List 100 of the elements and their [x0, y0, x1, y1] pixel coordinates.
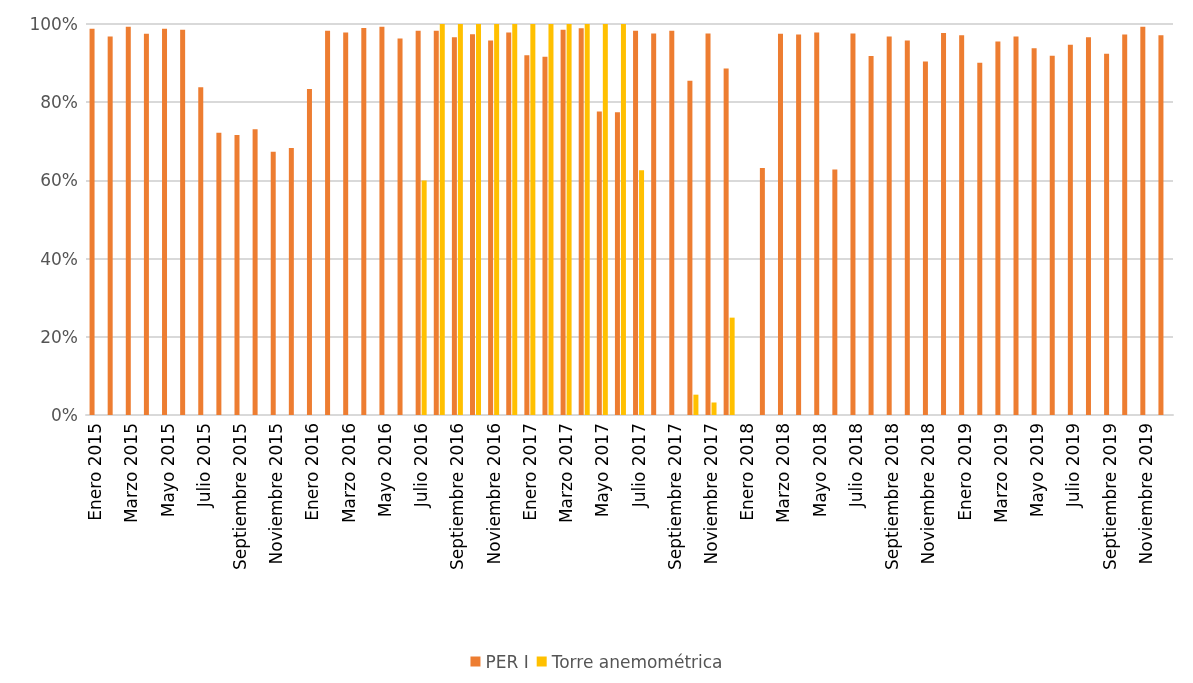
- bar: [729, 317, 735, 415]
- x-tick-label: Marzo 2019: [990, 423, 1011, 524]
- bar: [89, 28, 95, 415]
- x-tick-label: Noviembre 2016: [483, 423, 504, 565]
- x-tick-label: Julio 2018: [845, 423, 866, 509]
- bar: [361, 27, 367, 415]
- x-tick-label: Mayo 2019: [1027, 423, 1048, 518]
- bar: [777, 33, 783, 415]
- bar: [1031, 48, 1037, 415]
- x-tick-label: Mayo 2018: [809, 423, 830, 518]
- y-tick-label: 20%: [40, 326, 78, 347]
- bar: [832, 169, 838, 415]
- x-tick-label: Marzo 2015: [121, 423, 142, 524]
- x-tick-label: Enero 2019: [954, 423, 975, 521]
- bar: [433, 30, 439, 415]
- x-tick-label: Septiembre 2015: [229, 423, 250, 570]
- bar: [759, 167, 765, 415]
- bar: [439, 24, 445, 415]
- x-tick-label: Noviembre 2017: [701, 423, 722, 565]
- bar: [343, 32, 349, 415]
- bar: [1104, 53, 1110, 415]
- x-tick-label: Noviembre 2018: [918, 423, 939, 565]
- bar: [1122, 34, 1128, 415]
- bar: [476, 24, 482, 415]
- bar: [216, 132, 222, 415]
- bar: [1158, 35, 1164, 415]
- bar: [252, 129, 258, 415]
- bar: [1013, 36, 1019, 415]
- bar: [421, 180, 427, 415]
- x-tick-label: Enero 2015: [85, 423, 106, 521]
- bar: [886, 36, 892, 415]
- x-tick-label: Enero 2018: [737, 423, 758, 521]
- x-tick-label: Septiembre 2016: [447, 423, 468, 570]
- bar: [270, 151, 276, 415]
- bar: [548, 24, 554, 415]
- legend-label: PER I: [485, 651, 529, 672]
- bar: [488, 40, 494, 415]
- x-tick-label: Marzo 2016: [338, 423, 359, 524]
- x-tick-label: Septiembre 2019: [1099, 423, 1120, 570]
- x-tick-label: Marzo 2017: [556, 423, 577, 524]
- bar: [512, 24, 518, 415]
- bar: [451, 37, 457, 415]
- y-tick-label: 80%: [40, 92, 78, 113]
- bar: [693, 394, 699, 415]
- bar: [977, 62, 983, 415]
- bar: [107, 36, 113, 415]
- x-tick-label: Julio 2019: [1063, 423, 1084, 509]
- bar: [941, 32, 947, 415]
- bar: [922, 61, 928, 415]
- bar: [705, 33, 711, 415]
- bar: [959, 35, 965, 415]
- x-tick-label: Julio 2015: [193, 423, 214, 509]
- bar: [457, 24, 463, 415]
- bar: [995, 41, 1001, 415]
- bar: [494, 24, 500, 415]
- x-tick-label: Septiembre 2017: [664, 423, 685, 570]
- bar: [325, 30, 331, 415]
- bar: [578, 28, 584, 415]
- y-tick-label: 40%: [40, 248, 78, 269]
- x-tick-label: Julio 2016: [411, 423, 432, 509]
- bar: [1067, 44, 1073, 415]
- bar: [542, 56, 548, 415]
- x-tick-label: Noviembre 2019: [1135, 423, 1156, 565]
- bar: [904, 40, 910, 415]
- bar: [234, 135, 240, 415]
- bar: [850, 33, 856, 415]
- bar: [397, 38, 403, 415]
- bar: [1049, 55, 1055, 415]
- bar: [470, 34, 476, 415]
- legend-label: Torre anemométrica: [550, 651, 723, 672]
- bar: [602, 24, 608, 415]
- bar: [162, 28, 168, 415]
- y-tick-label: 60%: [40, 170, 78, 191]
- x-tick-label: Mayo 2016: [374, 423, 395, 518]
- bar: [566, 24, 572, 415]
- bar: [633, 30, 639, 415]
- bar: [1085, 37, 1091, 415]
- bar: [711, 402, 717, 415]
- x-tick-label: Enero 2016: [302, 423, 323, 521]
- bar: [639, 170, 645, 415]
- bar: [687, 80, 693, 415]
- bar: [125, 26, 131, 415]
- bar: [1140, 26, 1146, 415]
- bar: [198, 87, 204, 415]
- y-tick-label: 100%: [29, 14, 78, 34]
- bar: [306, 88, 312, 415]
- x-tick-label: Septiembre 2018: [882, 423, 903, 570]
- bar: [379, 26, 385, 415]
- bar: [506, 32, 512, 415]
- bar: [180, 29, 186, 415]
- y-tick-label: 0%: [51, 405, 78, 425]
- bar: [868, 56, 874, 415]
- bar: [560, 29, 566, 415]
- x-tick-label: Mayo 2017: [592, 423, 613, 518]
- bar: [669, 30, 675, 415]
- bar: [796, 34, 802, 415]
- x-tick-label: Enero 2017: [519, 423, 540, 521]
- bar: [596, 111, 602, 415]
- bar: [415, 30, 421, 415]
- bar: [620, 24, 626, 415]
